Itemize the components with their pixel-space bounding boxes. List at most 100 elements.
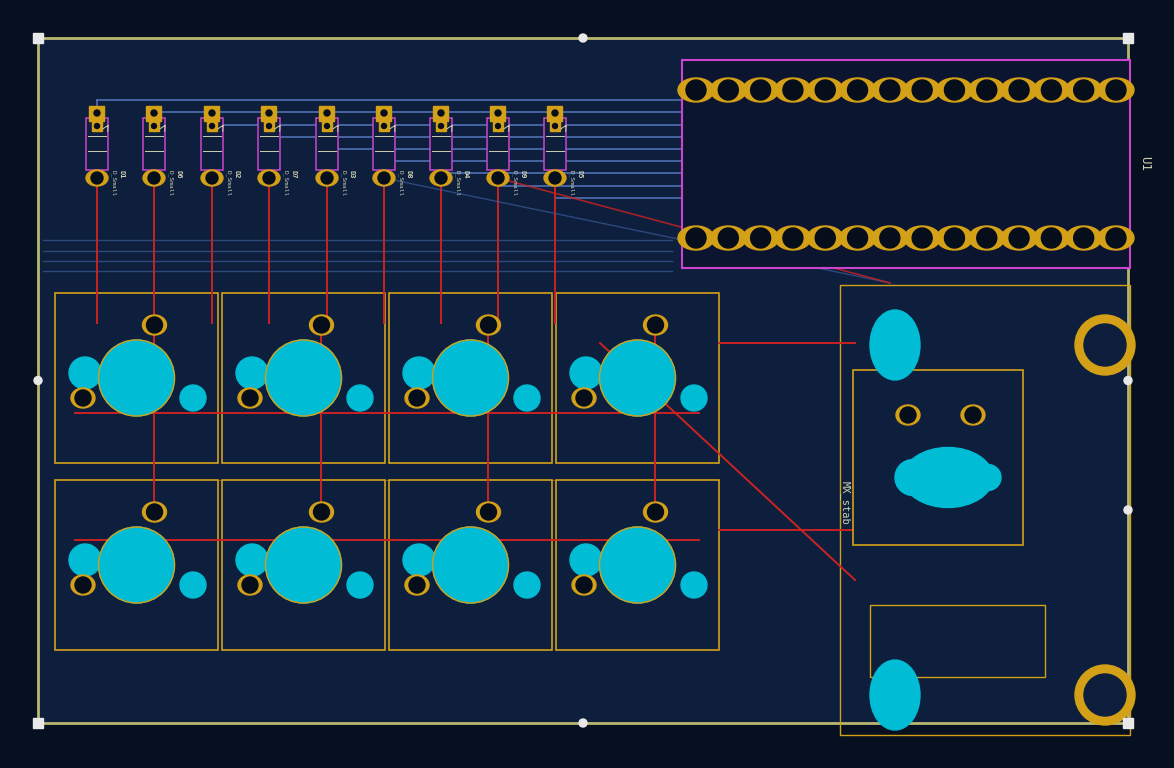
- Circle shape: [1124, 376, 1132, 385]
- Bar: [544, 118, 566, 170]
- Text: D_Small: D_Small: [283, 170, 289, 197]
- Circle shape: [94, 110, 100, 116]
- Bar: [870, 605, 1045, 677]
- Circle shape: [403, 544, 436, 576]
- Ellipse shape: [912, 228, 932, 248]
- Ellipse shape: [962, 405, 985, 425]
- Circle shape: [324, 124, 330, 128]
- Circle shape: [99, 527, 175, 603]
- Bar: [143, 118, 166, 170]
- Ellipse shape: [86, 170, 108, 186]
- Ellipse shape: [718, 228, 738, 248]
- Ellipse shape: [75, 390, 92, 406]
- Ellipse shape: [1041, 228, 1061, 248]
- Bar: [89, 105, 104, 121]
- Ellipse shape: [944, 228, 965, 248]
- Circle shape: [265, 527, 342, 603]
- Ellipse shape: [242, 390, 258, 406]
- Ellipse shape: [205, 172, 218, 184]
- Circle shape: [69, 357, 101, 389]
- Circle shape: [209, 124, 215, 128]
- Bar: [373, 118, 394, 170]
- Text: D_Small: D_Small: [512, 170, 518, 197]
- Circle shape: [236, 357, 268, 389]
- Ellipse shape: [904, 78, 940, 102]
- Circle shape: [571, 544, 602, 576]
- Ellipse shape: [903, 448, 993, 508]
- Ellipse shape: [313, 504, 330, 520]
- Ellipse shape: [1041, 80, 1061, 100]
- Bar: [853, 370, 1023, 545]
- Ellipse shape: [430, 170, 452, 186]
- Text: D4: D4: [463, 170, 468, 178]
- Ellipse shape: [409, 577, 425, 593]
- Bar: [389, 480, 552, 650]
- Ellipse shape: [1074, 80, 1094, 100]
- Circle shape: [324, 110, 330, 116]
- Ellipse shape: [70, 575, 95, 595]
- Ellipse shape: [969, 226, 1005, 250]
- Text: D_Small: D_Small: [456, 170, 460, 197]
- Text: D_Small: D_Small: [569, 170, 574, 197]
- Circle shape: [579, 34, 587, 42]
- Bar: [493, 121, 502, 131]
- Circle shape: [895, 459, 931, 495]
- Bar: [92, 121, 102, 131]
- Text: D6: D6: [176, 170, 182, 178]
- Circle shape: [34, 376, 42, 385]
- Bar: [682, 60, 1131, 268]
- Ellipse shape: [750, 228, 770, 248]
- Ellipse shape: [313, 317, 330, 333]
- Text: D1: D1: [119, 170, 124, 178]
- Bar: [55, 293, 218, 463]
- Circle shape: [382, 110, 387, 116]
- Ellipse shape: [1010, 80, 1030, 100]
- Ellipse shape: [378, 172, 390, 184]
- Bar: [222, 480, 385, 650]
- Bar: [1124, 718, 1133, 728]
- Bar: [430, 118, 452, 170]
- Ellipse shape: [238, 388, 262, 408]
- Ellipse shape: [263, 172, 275, 184]
- Ellipse shape: [1106, 228, 1126, 248]
- Circle shape: [432, 527, 508, 603]
- Ellipse shape: [143, 170, 166, 186]
- Bar: [389, 293, 552, 463]
- Ellipse shape: [310, 502, 333, 522]
- Bar: [33, 718, 43, 728]
- Ellipse shape: [409, 390, 425, 406]
- Text: MX_stab: MX_stab: [841, 481, 851, 525]
- Ellipse shape: [480, 504, 497, 520]
- Ellipse shape: [718, 80, 738, 100]
- Bar: [487, 118, 510, 170]
- Circle shape: [266, 110, 272, 116]
- Ellipse shape: [316, 170, 338, 186]
- Ellipse shape: [750, 80, 770, 100]
- Ellipse shape: [839, 226, 876, 250]
- Ellipse shape: [965, 407, 981, 423]
- Text: U1: U1: [1138, 157, 1151, 171]
- Ellipse shape: [643, 315, 668, 335]
- Ellipse shape: [679, 226, 714, 250]
- Bar: [556, 480, 718, 650]
- Text: D_Small: D_Small: [112, 170, 116, 197]
- Circle shape: [1075, 665, 1135, 725]
- Bar: [258, 118, 281, 170]
- Ellipse shape: [572, 388, 596, 408]
- Circle shape: [552, 110, 558, 116]
- Ellipse shape: [148, 172, 160, 184]
- Ellipse shape: [937, 78, 972, 102]
- Ellipse shape: [977, 228, 997, 248]
- Ellipse shape: [815, 228, 835, 248]
- Ellipse shape: [1066, 226, 1101, 250]
- Ellipse shape: [1001, 78, 1037, 102]
- Ellipse shape: [477, 315, 500, 335]
- Bar: [322, 121, 332, 131]
- Circle shape: [151, 110, 157, 116]
- Ellipse shape: [142, 502, 167, 522]
- Ellipse shape: [896, 405, 920, 425]
- Text: D3: D3: [349, 170, 355, 178]
- Ellipse shape: [405, 575, 429, 595]
- Bar: [377, 105, 391, 121]
- Ellipse shape: [544, 170, 566, 186]
